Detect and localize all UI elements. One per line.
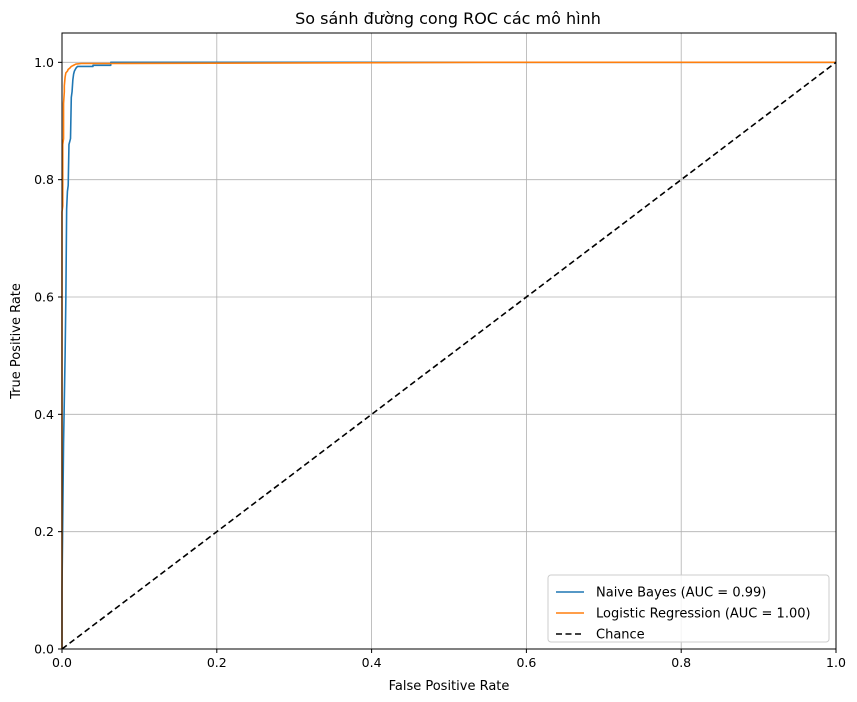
- plot-frame: [61, 32, 837, 650]
- grid-lines: [61, 33, 837, 650]
- chart-title: So sánh đường cong ROC các mô hình: [295, 9, 601, 28]
- x-tick-label: 0.4: [362, 655, 382, 670]
- y-tick-label: 0.2: [34, 524, 54, 539]
- y-tick-label: 1.0: [34, 55, 54, 70]
- series-line-1: [61, 61, 836, 649]
- y-tick-label: 0.4: [34, 407, 54, 422]
- legend-label-2: Chance: [596, 628, 645, 643]
- x-axis-label: False Positive Rate: [389, 679, 510, 694]
- y-tick-label: 0.8: [34, 172, 54, 187]
- x-tick-label: 0.2: [207, 655, 227, 670]
- series-lines: [61, 61, 837, 650]
- plot-area: [62, 33, 836, 649]
- y-axis-label: True Positive Rate: [9, 283, 24, 400]
- y-tick-label: 0.6: [34, 290, 54, 305]
- legend-label-0: Naive Bayes (AUC = 0.99): [596, 586, 766, 601]
- legend: Naive Bayes (AUC = 0.99) Logistic Regress…: [547, 574, 830, 643]
- series-line-2: [61, 61, 837, 650]
- y-tick-label: 0.0: [34, 642, 54, 657]
- x-tick-label: 1.0: [826, 655, 846, 670]
- x-tick-label: 0.0: [52, 655, 72, 670]
- x-tick-label: 0.8: [671, 655, 691, 670]
- axis-ticks: 0.0 0.2 0.4 0.6 0.8 1.0 0.0 0.2 0.4 0.6 0.8 1.0: [34, 55, 846, 670]
- legend-box: [547, 574, 830, 643]
- series-line-0: [61, 61, 836, 649]
- x-tick-label: 0.6: [516, 655, 536, 670]
- legend-label-1: Logistic Regression (AUC = 1.00): [596, 607, 811, 622]
